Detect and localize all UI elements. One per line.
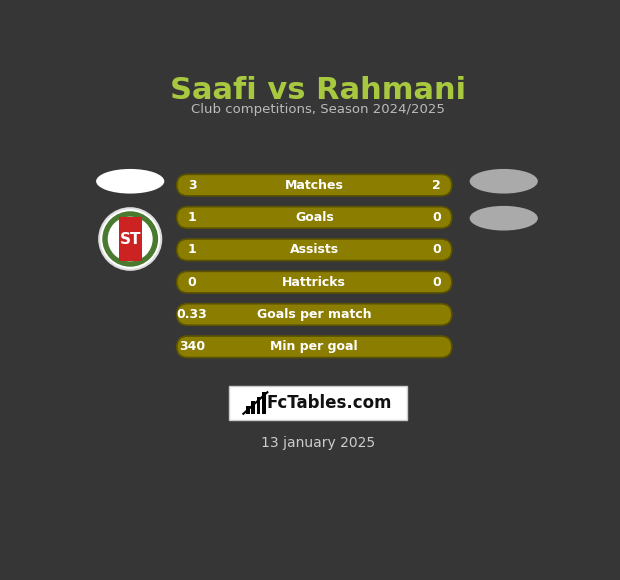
Text: 0: 0 [432, 276, 441, 289]
FancyBboxPatch shape [177, 336, 452, 358]
Text: Assists: Assists [290, 243, 339, 256]
Ellipse shape [96, 169, 164, 194]
Text: 1: 1 [188, 211, 197, 224]
Text: Goals per match: Goals per match [257, 308, 371, 321]
Text: 0.33: 0.33 [177, 308, 208, 321]
Bar [246, 406, 249, 414]
Circle shape [102, 211, 158, 267]
FancyBboxPatch shape [177, 206, 452, 228]
FancyBboxPatch shape [177, 175, 452, 196]
Text: Club competitions, Season 2024/2025: Club competitions, Season 2024/2025 [191, 103, 445, 116]
FancyBboxPatch shape [177, 239, 452, 260]
FancyBboxPatch shape [177, 175, 452, 196]
Polygon shape [118, 217, 142, 262]
Text: 0: 0 [432, 243, 441, 256]
Bar [262, 392, 266, 414]
Circle shape [102, 211, 158, 267]
Circle shape [108, 217, 153, 262]
Text: 3: 3 [188, 179, 197, 191]
Text: Min per goal: Min per goal [270, 340, 358, 353]
Text: 0: 0 [432, 211, 441, 224]
Ellipse shape [470, 169, 538, 194]
FancyBboxPatch shape [177, 271, 452, 293]
FancyBboxPatch shape [177, 239, 452, 260]
Text: 340: 340 [179, 340, 205, 353]
Text: ST: ST [120, 231, 141, 246]
Bar [251, 401, 255, 414]
FancyBboxPatch shape [177, 304, 452, 325]
Text: FcTables.com: FcTables.com [267, 394, 392, 412]
Text: Matches: Matches [285, 179, 343, 191]
Text: 1: 1 [188, 243, 197, 256]
Bar [257, 397, 260, 414]
Text: 13 january 2025: 13 january 2025 [260, 436, 375, 450]
Ellipse shape [470, 206, 538, 230]
FancyBboxPatch shape [177, 206, 452, 228]
FancyBboxPatch shape [229, 386, 407, 420]
Text: Hattricks: Hattricks [282, 276, 346, 289]
Text: Saafi vs Rahmani: Saafi vs Rahmani [170, 76, 466, 105]
Text: 0: 0 [188, 276, 197, 289]
FancyBboxPatch shape [177, 271, 452, 293]
Text: 2: 2 [432, 179, 441, 191]
Text: Goals: Goals [295, 211, 334, 224]
Circle shape [99, 208, 161, 270]
